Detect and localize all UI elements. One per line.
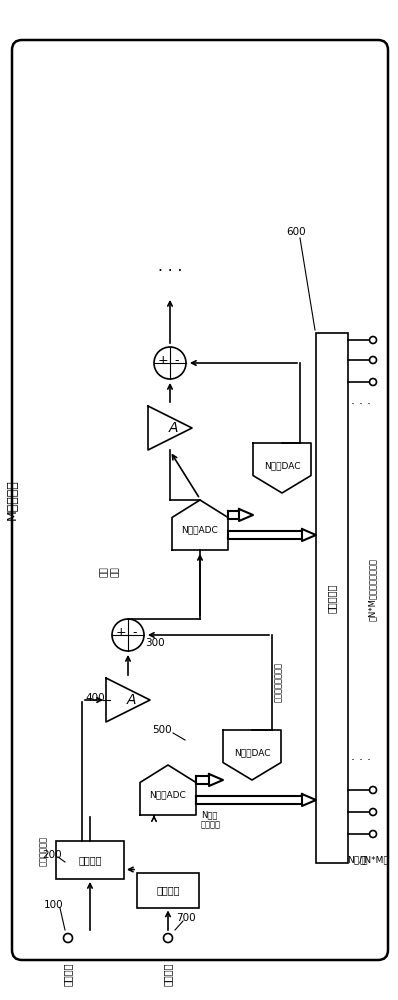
- Polygon shape: [140, 765, 196, 815]
- Text: · · ·: · · ·: [351, 398, 371, 412]
- Text: M级流水线: M级流水线: [6, 480, 18, 520]
- Text: N位二
进制数据: N位二 进制数据: [201, 810, 221, 829]
- Circle shape: [64, 934, 72, 942]
- Text: A: A: [126, 693, 136, 707]
- Circle shape: [369, 808, 377, 816]
- Bar: [56, 841, 124, 879]
- Polygon shape: [302, 794, 316, 806]
- Text: -: -: [133, 626, 137, 640]
- Text: +: +: [158, 355, 168, 367]
- Text: 400: 400: [85, 693, 105, 703]
- Text: 模拟输入: 模拟输入: [63, 963, 73, 986]
- Text: 100: 100: [44, 900, 64, 910]
- Text: -: -: [175, 355, 179, 367]
- Text: A: A: [168, 421, 178, 435]
- Text: 模拟输入信号: 模拟输入信号: [39, 836, 48, 865]
- Text: 500: 500: [152, 725, 172, 735]
- Polygon shape: [253, 443, 311, 493]
- Circle shape: [369, 830, 377, 838]
- Text: 采样保持: 采样保持: [78, 855, 102, 865]
- Text: N位子ADC: N位子ADC: [150, 790, 186, 800]
- Text: 时钟控制: 时钟控制: [156, 885, 180, 895]
- Text: 输出寄存器: 输出寄存器: [327, 583, 337, 613]
- Bar: [137, 872, 199, 908]
- Circle shape: [154, 347, 186, 379]
- Text: 600: 600: [286, 227, 306, 237]
- FancyBboxPatch shape: [12, 40, 388, 960]
- Circle shape: [369, 336, 377, 344]
- Polygon shape: [239, 509, 253, 521]
- Circle shape: [369, 786, 377, 794]
- Text: 共N*M位二进制数据输出: 共N*M位二进制数据输出: [367, 559, 377, 621]
- Text: · · ·: · · ·: [351, 754, 371, 766]
- Polygon shape: [106, 678, 150, 722]
- Text: 300: 300: [145, 638, 165, 648]
- Text: +: +: [116, 626, 126, 640]
- Circle shape: [164, 934, 172, 942]
- Text: N位子DAC: N位子DAC: [234, 748, 270, 758]
- Polygon shape: [302, 529, 316, 541]
- Text: N位子ADC: N位子ADC: [181, 526, 219, 534]
- Polygon shape: [148, 406, 192, 450]
- Polygon shape: [172, 500, 228, 550]
- Text: N位/级: N位/级: [347, 856, 367, 864]
- Text: 余差
信号: 余差 信号: [100, 567, 120, 577]
- Polygon shape: [209, 774, 223, 786]
- Text: 量化结果反馈信号: 量化结果反馈信号: [274, 662, 283, 702]
- Bar: [316, 333, 348, 863]
- Text: N位子DAC: N位子DAC: [264, 462, 300, 471]
- Circle shape: [112, 619, 144, 651]
- Circle shape: [369, 357, 377, 363]
- Polygon shape: [223, 730, 281, 780]
- Circle shape: [369, 378, 377, 385]
- Text: 采样时钟: 采样时钟: [163, 963, 173, 986]
- Text: 700: 700: [176, 913, 196, 923]
- Text: 共N*M级: 共N*M级: [359, 856, 389, 864]
- Text: · · ·: · · ·: [158, 264, 182, 279]
- Text: 200: 200: [42, 850, 62, 860]
